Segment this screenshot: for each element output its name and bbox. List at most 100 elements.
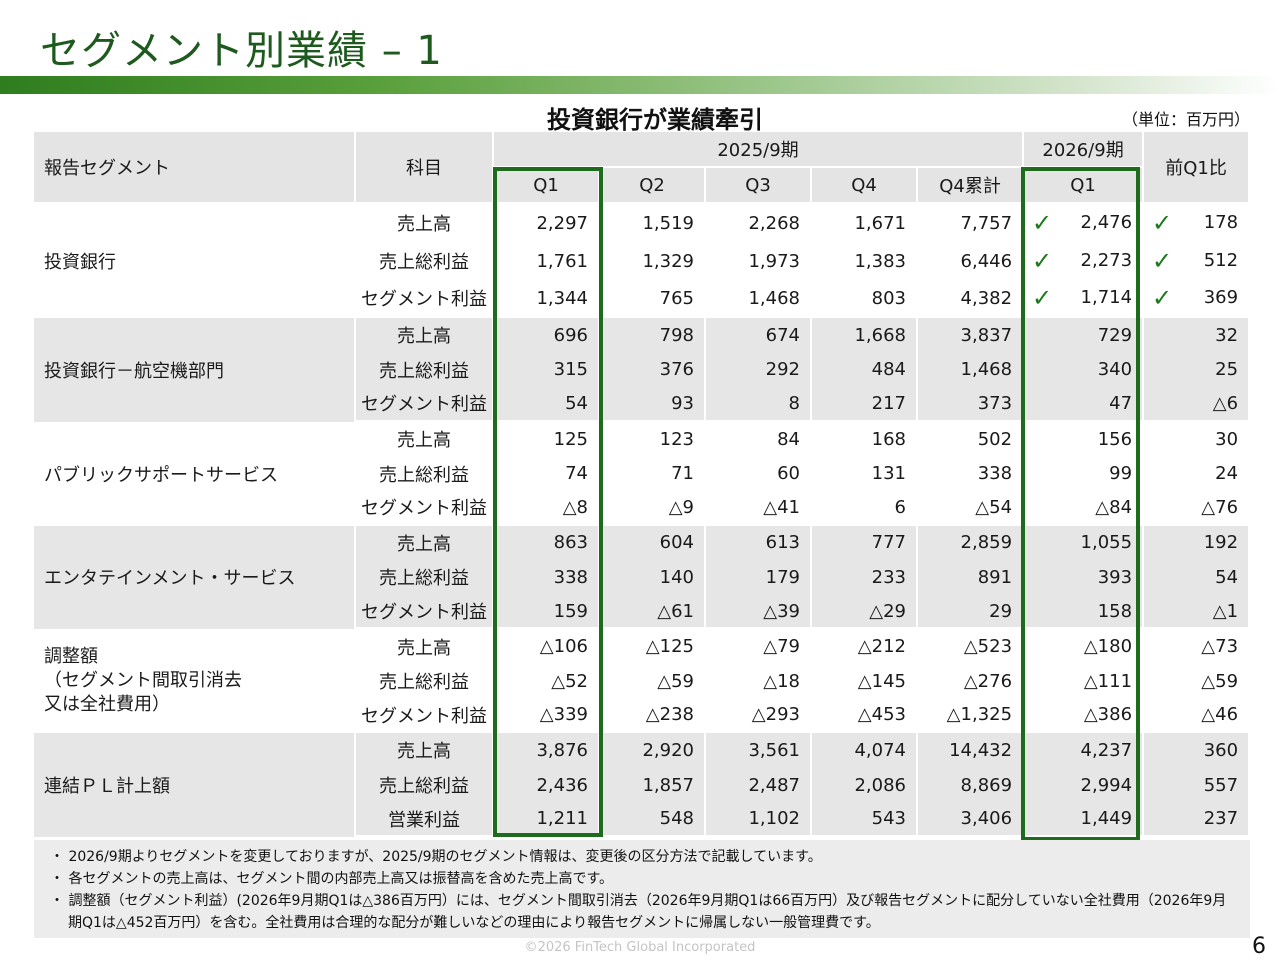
item-label: 売上総利益 [356,560,494,595]
cell-2025-q4-cumulative: 891 [918,560,1025,595]
cell-2025-q3: △18 [706,663,812,699]
cell-2025-q1: 125 [494,421,600,457]
cell-yoy: △76 [1144,490,1251,526]
check-icon: ✓ [1032,247,1053,275]
cell-2025-q4-cumulative: 29 [918,594,1025,630]
cell-value: 2,476 [1080,212,1133,233]
table-row: 売上総利益 △52 △59 △18 △145 △276 △111 △59 [34,663,1251,699]
item-label: 売上高 [356,525,494,561]
table-row: 調整額 （セグメント間取引消去 又は全社費用） 売上高 △106 △125 △79 △212 △… [34,629,1251,734]
cell-2025-q1: 3,876 [494,733,600,768]
header-q1: Q1 [494,168,600,204]
cell-2025-q2: 71 [600,456,706,491]
cell-yoy: ✓ 178 [1144,204,1251,242]
cell-2025-q1: 315 [494,352,600,388]
check-icon: ✓ [1032,209,1053,237]
cell-2025-q3: △39 [706,594,812,630]
item-label: 売上高 [356,204,494,242]
cell-2025-q2: △238 [600,698,706,734]
item-label: 売上総利益 [356,242,494,280]
cell-2025-q1: 2,297 [494,204,600,242]
cell-2026-q1: ✓ 2,273 [1024,242,1145,280]
cell-2025-q2: 548 [600,802,706,837]
table-row: セグメント利益 159 △61 △39 △29 29 158 △1 [34,594,1251,630]
cell-2026-q1: 1,449 [1024,802,1145,837]
header-fy2026: 2026/9期 [1024,132,1145,168]
cell-2025-q2: 123 [600,421,706,457]
table-row: セグメント利益 △8 △9 △41 6 △54 △84 △76 [34,490,1251,526]
cell-2025-q4: △29 [812,594,918,630]
cell-2025-q1: 74 [494,456,600,491]
footnotes: 2026/9期よりセグメントを変更しておりますが、2025/9期のセグメント情報… [34,840,1250,938]
cell-2025-q2: 93 [600,387,706,422]
cell-2026-q1: 1,055 [1024,525,1145,561]
item-label: 売上高 [356,421,494,457]
cell-2025-q4-cumulative: 14,432 [918,733,1025,768]
table-row: 投資銀行－航空機部門 売上高 696 798 674 1,668 3,837 729 32 [34,318,1251,422]
cell-yoy: 24 [1144,456,1251,491]
cell-2025-q3: 1,973 [706,242,812,280]
table-body: 投資銀行 売上高 2,297 1,519 2,268 1,671 7,757 ✓ 2,476 ✓ 1… [34,204,1251,837]
cell-2025-q4: 543 [812,802,918,837]
cell-2026-q1: 156 [1024,421,1145,457]
cell-2026-q1: 2,994 [1024,767,1145,803]
header-q4-cumulative: Q4累計 [918,168,1025,204]
segment-name-line: 調整額 [44,646,98,668]
cell-2025-q3: 2,487 [706,767,812,803]
cell-value: 2,273 [1080,250,1133,271]
segment-name: パブリックサポートサービス [34,421,356,526]
segment-name: 調整額 （セグメント間取引消去 又は全社費用） [34,629,356,734]
item-label: 売上高 [356,629,494,664]
cell-2026-q1: 393 [1024,560,1145,595]
cell-2025-q2: △9 [600,490,706,526]
cell-2025-q4: 1,668 [812,318,918,353]
cell-2025-q1: 338 [494,560,600,595]
cell-2025-q4-cumulative: 3,837 [918,318,1025,353]
cell-2025-q4: △453 [812,698,918,734]
cell-2025-q4: 777 [812,525,918,561]
item-label: 売上総利益 [356,663,494,699]
cell-2025-q3: 292 [706,352,812,388]
header-q4: Q4 [812,168,918,204]
cell-2025-q4: 2,086 [812,767,918,803]
cell-2025-q2: △125 [600,629,706,664]
cell-2025-q4-cumulative: 7,757 [918,204,1025,242]
cell-2026-q1: ✓ 1,714 [1024,280,1145,318]
cell-2025-q3: 1,468 [706,280,812,318]
cell-2025-q4-cumulative: 8,869 [918,767,1025,803]
cell-2025-q4-cumulative: 2,859 [918,525,1025,561]
cell-2025-q4-cumulative: 3,406 [918,802,1025,837]
cell-2025-q4-cumulative: 338 [918,456,1025,491]
table-row: セグメント利益 △339 △238 △293 △453 △1,325 △386 △46 [34,698,1251,734]
cell-2025-q4: 6 [812,490,918,526]
cell-2025-q3: 1,102 [706,802,812,837]
cell-2025-q1: △8 [494,490,600,526]
header-segment: 報告セグメント [34,132,356,204]
item-label: 売上高 [356,733,494,768]
cell-2025-q1: 54 [494,387,600,422]
check-icon: ✓ [1152,284,1173,312]
cell-value: 369 [1203,287,1239,308]
cell-2025-q4-cumulative: 6,446 [918,242,1025,280]
cell-2025-q2: 798 [600,318,706,353]
cell-2026-q1: 158 [1024,594,1145,630]
segment-results-table: 報告セグメント 科目 2025/9期 2026/9期 前Q1比 Q1 Q2 Q3… [34,132,1251,837]
cell-2025-q2: △61 [600,594,706,630]
table-row: パブリックサポートサービス 売上高 125 123 84 168 502 156 30 [34,421,1251,526]
cell-2025-q2: 765 [600,280,706,318]
cell-2025-q1: 863 [494,525,600,561]
segment-name-line: （セグメント間取引消去 [44,670,242,692]
cell-2025-q3: 2,268 [706,204,812,242]
cell-2025-q1: 1,761 [494,242,600,280]
table-row: 売上総利益 2,436 1,857 2,487 2,086 8,869 2,994 557 [34,767,1251,803]
table-row: セグメント利益 1,344 765 1,468 803 4,382 ✓ 1,714 ✓ 369 [34,280,1251,318]
item-label: セグメント利益 [356,698,494,734]
note-item: 2026/9期よりセグメントを変更しておりますが、2025/9期のセグメント情報… [50,846,1234,868]
table-row: 売上総利益 315 376 292 484 1,468 340 25 [34,352,1251,388]
cell-2025-q3: 674 [706,318,812,353]
cell-2025-q4-cumulative: 1,468 [918,352,1025,388]
item-label: 売上総利益 [356,352,494,388]
cell-yoy: 360 [1144,733,1251,768]
cell-2025-q4-cumulative: △276 [918,663,1025,699]
cell-yoy: 54 [1144,560,1251,595]
